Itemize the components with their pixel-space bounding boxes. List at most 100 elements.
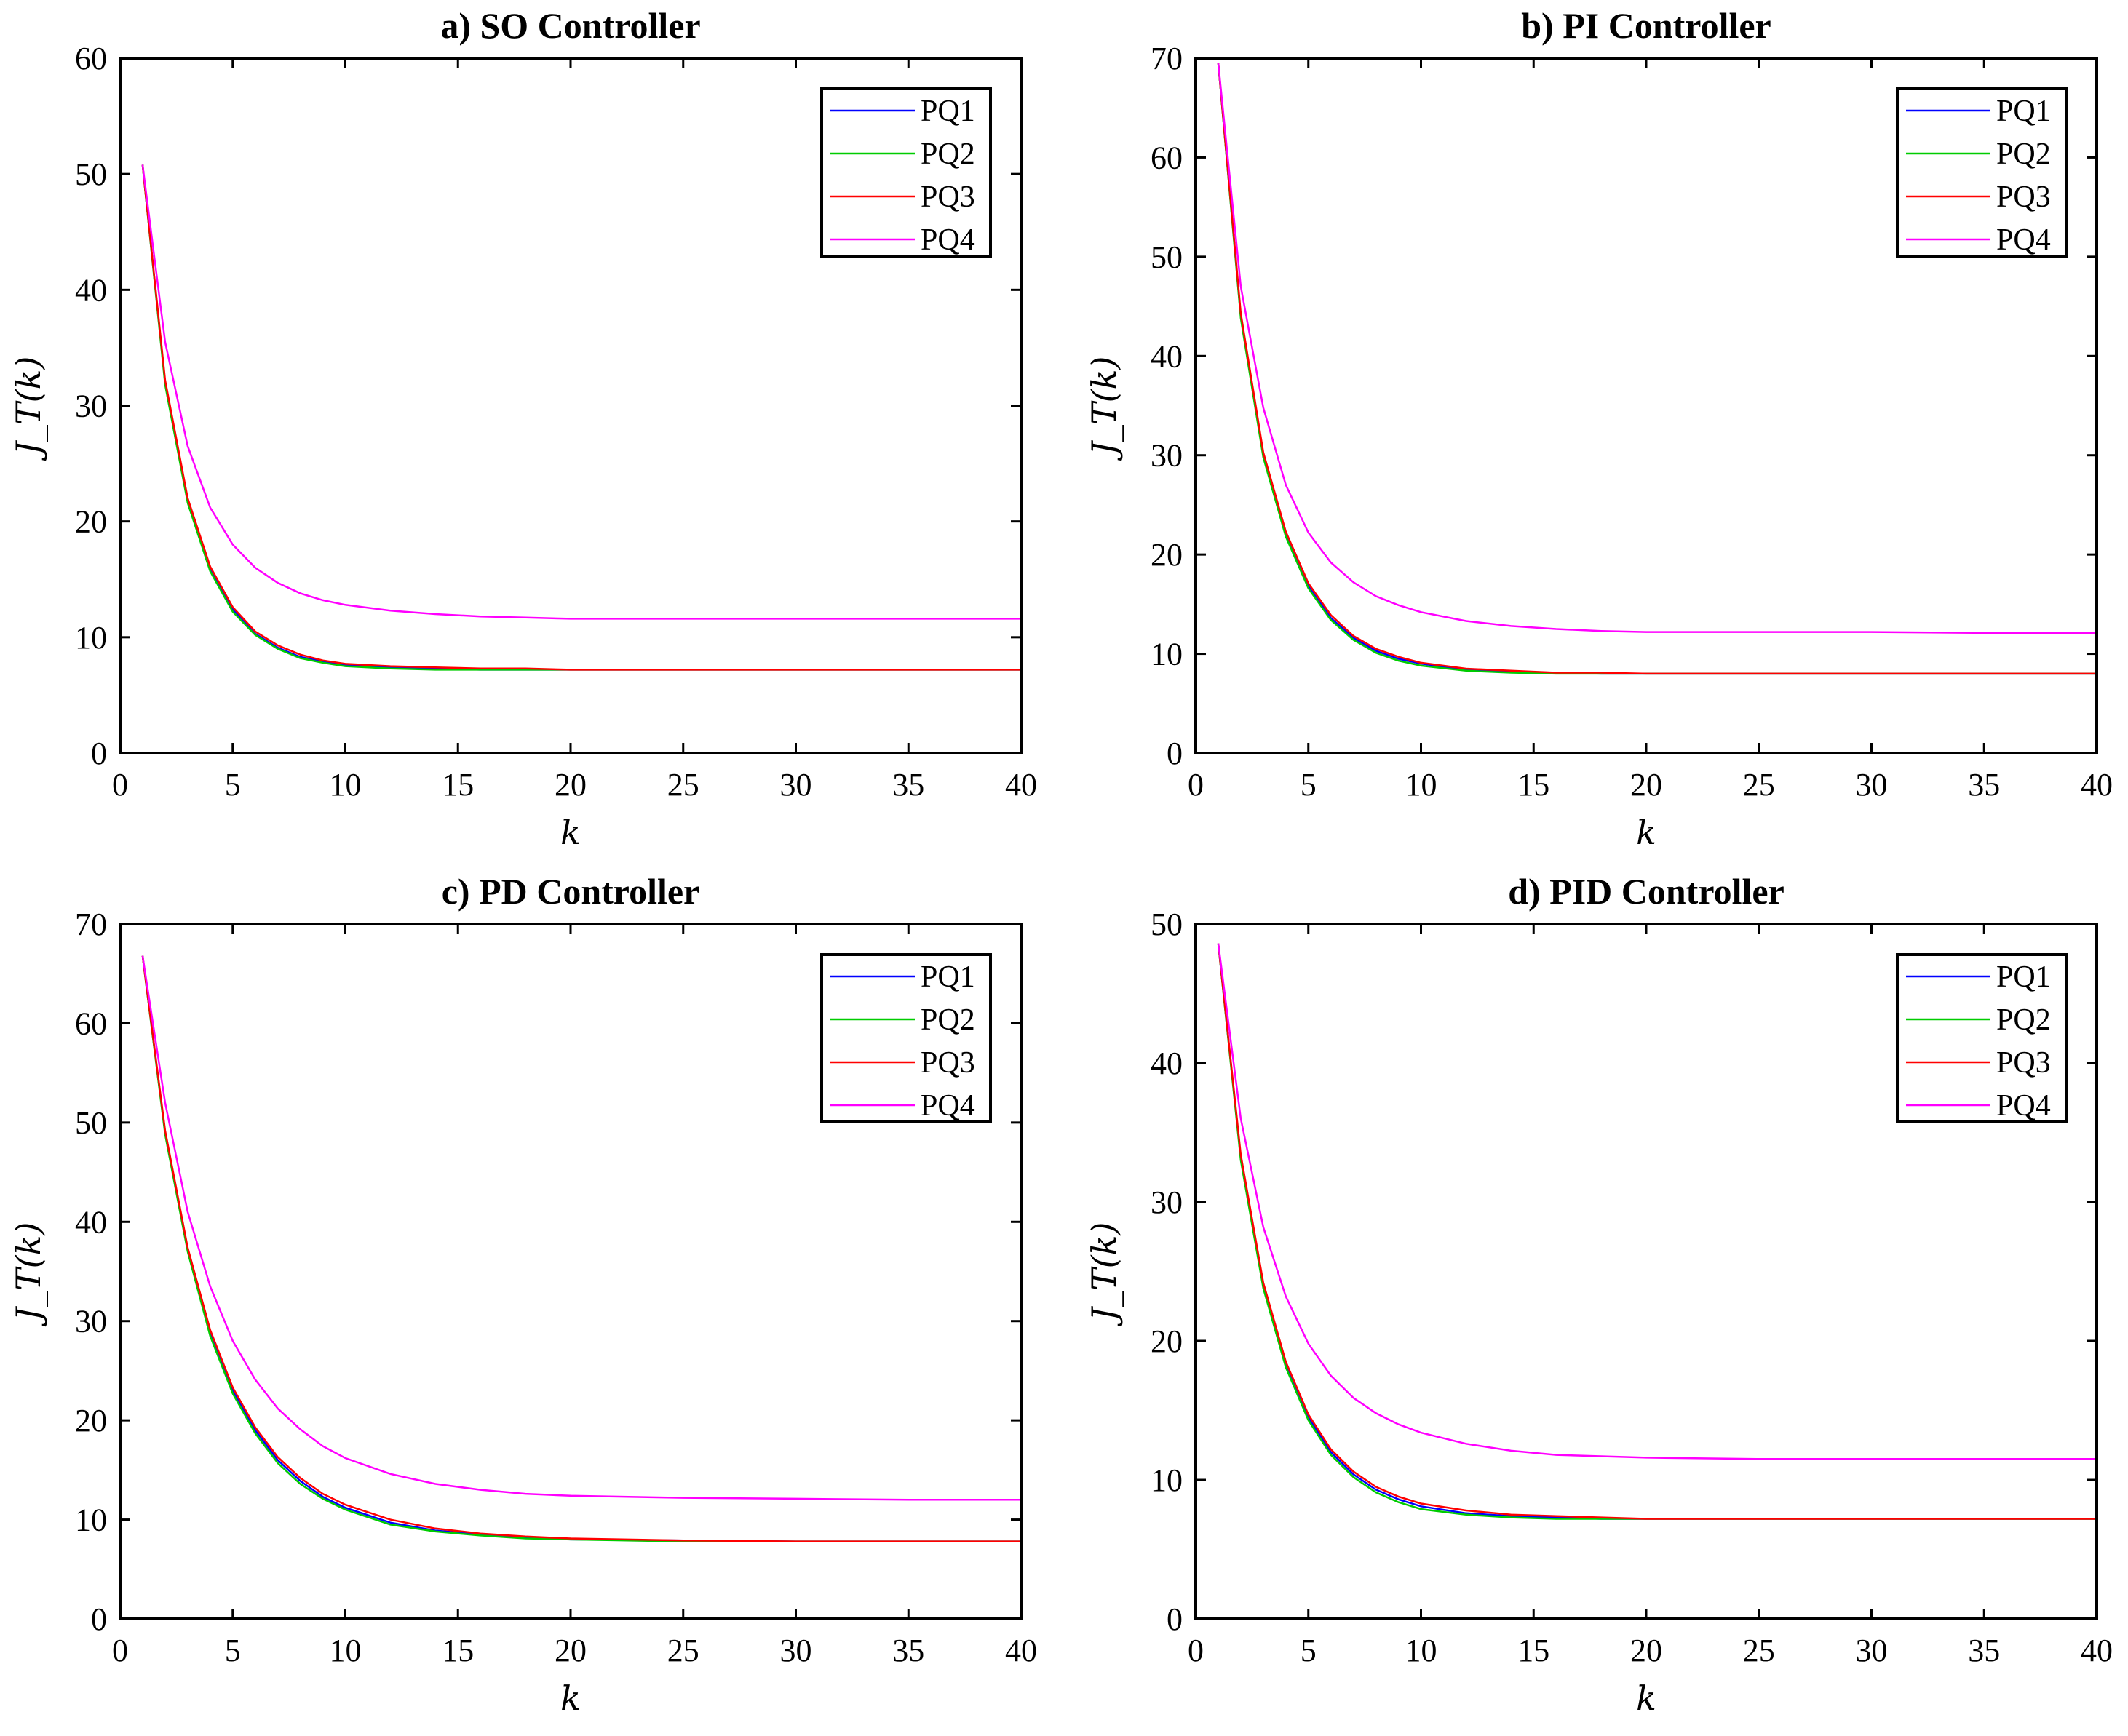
x-tick-label: 40	[2081, 767, 2113, 803]
legend-box	[1896, 953, 2068, 1123]
series-line-pq3	[1217, 943, 2097, 1520]
y-tick-label: 20	[75, 1403, 107, 1438]
y-axis-label: J_T(k)	[1084, 357, 1124, 461]
chart-panel-3: c) PD Controller 0 5 10 15 20 25 30 35 40 0 10 20 30 4…	[9, 871, 1037, 1718]
x-tick-label: 0	[112, 1633, 128, 1668]
x-tick-label: 20	[1630, 767, 1662, 803]
legend-label-pq1: PQ1	[1996, 960, 2051, 994]
x-tick-label: 5	[1301, 1633, 1317, 1668]
chart-panel-2: b) PI Controller 0 5 10 15 20 25 30 35 40 0 10 20 30 4…	[1084, 5, 2113, 852]
axes-frame	[1194, 923, 2098, 1620]
x-tick-label: 0	[1188, 1633, 1204, 1668]
legend-box	[820, 87, 992, 258]
x-tick-label: 30	[780, 1633, 812, 1668]
x-axis-label: k	[560, 1679, 581, 1718]
y-tick-label: 50	[75, 156, 107, 192]
x-axis-label: k	[1636, 1679, 1656, 1718]
legend-box	[1896, 87, 2068, 258]
x-tick-label: 15	[1517, 767, 1549, 803]
y-tick-label: 40	[1151, 1046, 1183, 1081]
y-tick-label: 10	[1151, 1462, 1183, 1498]
axes-frame	[119, 923, 1023, 1620]
chart-title: b) PI Controller	[1521, 5, 1771, 46]
x-tick-label: 30	[1856, 767, 1888, 803]
legend: PQ1 PQ2 PQ3 PQ4	[1896, 87, 2068, 258]
legend: PQ1 PQ2 PQ3 PQ4	[820, 87, 992, 258]
y-tick-label: 70	[75, 907, 107, 942]
y-tick-label: 0	[91, 1601, 107, 1637]
x-tick-label: 15	[1517, 1633, 1549, 1668]
y-tick-label: 50	[1151, 907, 1183, 942]
legend-label-pq1: PQ1	[921, 960, 975, 994]
x-tick-label: 25	[1743, 767, 1775, 803]
y-tick-label: 0	[1167, 1601, 1183, 1637]
x-tick-label: 5	[1301, 767, 1317, 803]
y-tick-label: 20	[75, 504, 107, 540]
y-tick-label: 60	[75, 41, 107, 76]
chart-title: c) PD Controller	[442, 871, 700, 912]
legend-label-pq4: PQ4	[1996, 1089, 2051, 1123]
series-line-pq3	[1217, 63, 2097, 675]
legend: PQ1 PQ2 PQ3 PQ4	[820, 953, 992, 1123]
y-tick-label: 50	[75, 1105, 107, 1141]
y-tick-label: 60	[75, 1006, 107, 1041]
legend-label-pq3: PQ3	[1996, 1046, 2051, 1080]
x-tick-label: 35	[1968, 1633, 2000, 1668]
legend-box	[820, 953, 992, 1123]
y-tick-label: 40	[75, 1204, 107, 1240]
y-tick-label: 70	[1151, 41, 1183, 76]
x-tick-label: 20	[555, 767, 587, 803]
axes-frame	[1194, 57, 2098, 754]
y-tick-label: 40	[1151, 338, 1183, 374]
legend-label-pq3: PQ3	[1996, 180, 2051, 214]
y-tick-label: 30	[75, 389, 107, 424]
y-tick-label: 30	[75, 1304, 107, 1339]
x-tick-label: 35	[892, 1633, 924, 1668]
legend-label-pq2: PQ2	[1996, 1003, 2051, 1037]
x-tick-label: 5	[225, 1633, 241, 1668]
series-line-pq3	[141, 955, 1021, 1542]
x-tick-label: 40	[1005, 1633, 1037, 1668]
y-tick-label: 30	[1151, 1184, 1183, 1220]
y-tick-label: 10	[1151, 637, 1183, 672]
y-tick-label: 0	[91, 736, 107, 771]
y-axis-label: J_T(k)	[9, 357, 48, 461]
x-tick-label: 0	[1188, 767, 1204, 803]
x-tick-label: 15	[442, 1633, 474, 1668]
x-tick-label: 5	[225, 767, 241, 803]
y-tick-label: 0	[1167, 736, 1183, 771]
x-tick-label: 25	[667, 1633, 699, 1668]
series-line-pq4	[141, 955, 1021, 1501]
legend-label-pq4: PQ4	[921, 223, 975, 257]
legend-label-pq1: PQ1	[1996, 95, 2051, 128]
x-tick-label: 35	[1968, 767, 2000, 803]
series-line-pq4	[1217, 63, 2097, 634]
y-tick-label: 20	[1151, 537, 1183, 573]
y-tick-label: 10	[75, 620, 107, 656]
y-tick-label: 20	[1151, 1323, 1183, 1359]
y-tick-label: 50	[1151, 239, 1183, 275]
legend-label-pq3: PQ3	[921, 1046, 975, 1080]
legend-label-pq2: PQ2	[921, 138, 975, 171]
x-tick-label: 10	[1405, 1633, 1437, 1668]
legend-label-pq3: PQ3	[921, 180, 975, 214]
x-tick-label: 15	[442, 767, 474, 803]
chart-title: a) SO Controller	[440, 5, 700, 46]
x-axis-label: k	[1636, 813, 1656, 852]
chart-title: d) PID Controller	[1508, 871, 1784, 912]
y-axis-label: J_T(k)	[1084, 1222, 1124, 1327]
y-tick-label: 10	[75, 1502, 107, 1538]
legend: PQ1 PQ2 PQ3 PQ4	[1896, 953, 2068, 1123]
x-tick-label: 20	[1630, 1633, 1662, 1668]
x-tick-label: 25	[667, 767, 699, 803]
legend-label-pq2: PQ2	[1996, 138, 2051, 171]
y-tick-label: 40	[75, 272, 107, 308]
y-axis-label: J_T(k)	[9, 1222, 48, 1327]
legend-label-pq1: PQ1	[921, 95, 975, 128]
series-line-pq4	[141, 164, 1021, 620]
x-tick-label: 35	[892, 767, 924, 803]
y-tick-label: 30	[1151, 438, 1183, 474]
legend-label-pq4: PQ4	[1996, 223, 2051, 257]
x-tick-label: 30	[1856, 1633, 1888, 1668]
x-tick-label: 0	[112, 767, 128, 803]
